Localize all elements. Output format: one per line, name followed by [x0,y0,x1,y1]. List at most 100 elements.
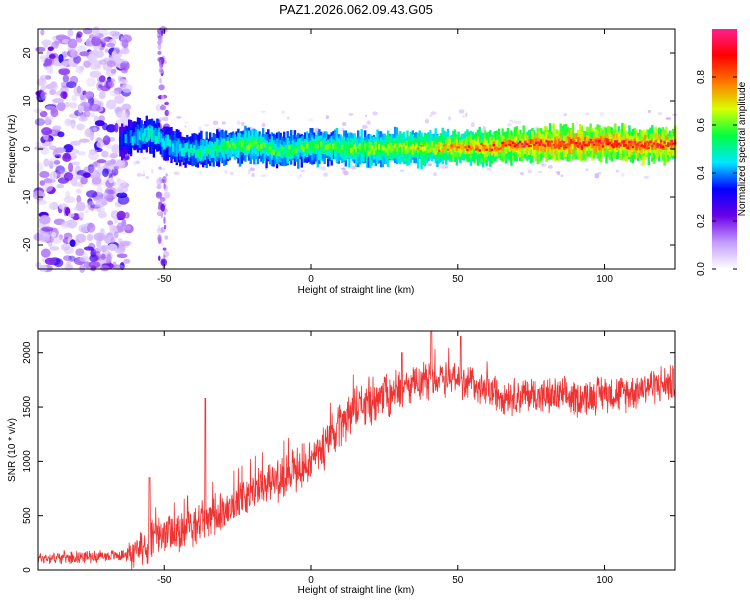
heatmap-noise-cell [78,117,88,122]
heatmap-noise-cell [164,109,170,117]
heatmap-ridge-cell [281,146,284,151]
snr-y-tick-label: 2000 [22,341,33,364]
snr-frame [37,330,676,571]
heatmap-noise-cell [141,174,146,177]
heatmap-noise-cell [69,75,79,85]
heatmap-noise-cell [96,140,104,148]
heatmap-noise-cell [101,37,110,44]
heatmap-noise-cell [198,126,202,132]
heatmap-ridge-cell [672,140,675,144]
heatmap-ridge-cell [506,140,510,145]
heatmap-ridge-cell [320,141,323,147]
heatmap-noise-cell [106,234,117,244]
heatmap-noise-cell [91,36,102,47]
heatmap-noise-cell [39,215,51,225]
heatmap-ridge-cell [501,142,504,148]
heatmap-ridge-cell [591,141,594,144]
heatmap-ridge-cell [157,132,161,140]
heatmap-noise-cell [429,114,433,117]
heatmap-noise-cell [433,172,438,177]
heatmap-ridge-cell [494,147,497,150]
heatmap-noise-cell [440,164,447,170]
heatmap-ridge-cell [207,144,210,153]
heatmap-noise-cell [161,167,166,171]
heatmap-ridge-cell [374,141,377,151]
heatmap-ridge-cell [411,144,414,148]
heatmap-ridge-cell [510,143,513,148]
heatmap-ridge-cell [205,147,208,157]
heatmap-ridge-cell [566,144,569,149]
heatmap-noise-cell [163,183,166,190]
heatmap-ridge-cell [561,141,564,147]
heatmap-ridge-cell [661,137,665,147]
heatmap-noise-cell [39,110,48,118]
heatmap-noise-cell [584,112,591,115]
heatmap-noise-cell [71,94,78,102]
heatmap-ridge-cell [231,142,235,147]
heatmap-ridge-cell [612,142,615,148]
heatmap-ridge-cell [258,146,261,152]
heatmap-ridge-cell [589,140,592,143]
heatmap-noise-cell [96,81,104,91]
heatmap-ridge-cell [610,139,613,147]
heatmap-ridge-cell [346,146,349,157]
heatmap-ridge-cell [385,143,388,152]
heatmap-ridge-cell [541,138,545,145]
heatmap-ridge-cell [386,147,390,156]
heatmap-noise-cell [342,169,347,175]
heatmap-ridge-cell [244,140,247,145]
heatmap-ridge-cell [476,147,480,149]
heatmap-ridge-cell [217,144,221,152]
heatmap-ridge-cell [223,142,226,151]
heatmap-ridge-cell [466,148,469,151]
colorbar-tick-label: 0.2 [696,214,707,228]
heatmap-noise-cell [163,216,166,224]
heatmap-noise-cell [120,47,130,55]
heatmap-ridge-cell [221,146,224,151]
heatmap-noise-cell [109,152,119,159]
heatmap-ridge-cell [145,129,148,138]
heatmap-noise-cell [40,91,48,99]
heatmap-noise-cell [34,118,46,126]
heatmap-ridge-cell [207,149,210,154]
heatmap-ridge-cell [378,145,381,155]
heatmap-noise-cell [108,177,114,184]
heatmap-noise-cell [75,248,85,256]
heatmap-noise-cell [87,222,96,233]
heatmap-ridge-cell [371,145,374,150]
heatmap-noise-cell [76,31,83,38]
heatmap-ridge-cell [524,141,527,145]
heatmap-ridge-cell [142,133,145,141]
heatmap-ridge-cell [274,144,277,153]
heatmap-ridge-cell [214,141,217,152]
heatmap-ridge-cell [508,139,511,145]
heatmap-noise-cell [60,243,70,251]
heatmap-ridge-cell [305,143,309,149]
heatmap-noise-cell [96,185,103,196]
heatmap-ridge-cell [261,142,265,147]
heatmap-ridge-cell [584,140,587,145]
heatmap-noise-cell [49,246,60,251]
heatmap-noise-cell [39,75,45,84]
heatmap-ridge-cell [443,144,446,147]
heatmap-ridge-cell [492,144,495,154]
heatmap-x-tick-label: 50 [452,274,464,285]
heatmap-ridge-cell [520,143,524,149]
heatmap-ridge-cell [360,145,363,150]
heatmap-noise-cell [76,201,86,212]
heatmap-noise-cell [121,38,129,49]
heatmap-ridge-cell [571,142,575,150]
heatmap-ridge-cell [434,145,437,151]
heatmap-ridge-cell [194,140,198,157]
heatmap-ridge-cell [121,133,124,145]
heatmap-ridge-cell [548,145,552,147]
heatmap-noise-cell [55,165,65,174]
heatmap-ridge-cell [647,147,650,149]
heatmap-noise-cell [142,170,146,175]
heatmap-ridge-cell [638,141,642,144]
heatmap-noise-cell [156,177,164,185]
heatmap-ridge-cell [261,143,265,154]
heatmap-cells [32,25,678,273]
heatmap-ridge-cell [316,144,319,149]
heatmap-noise-cell [560,174,564,178]
